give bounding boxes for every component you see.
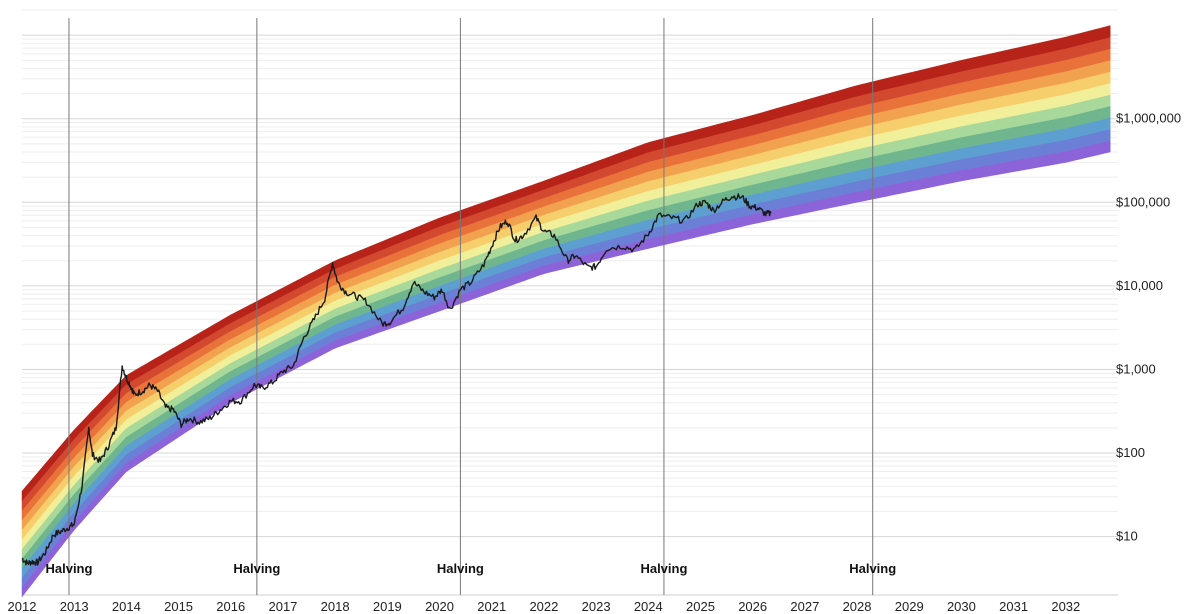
y-axis: $10 $100 $1,000 $10,000 $100,000 $1,000,000 xyxy=(1116,111,1181,544)
x-tick-label: 2012 xyxy=(8,599,37,614)
rainbow-bands xyxy=(21,25,1111,598)
y-tick-label: $1,000,000 xyxy=(1116,111,1181,126)
x-tick-label: 2021 xyxy=(477,599,506,614)
x-tick-label: 2017 xyxy=(268,599,297,614)
y-tick-label: $10,000 xyxy=(1116,278,1163,293)
x-tick-label: 2031 xyxy=(999,599,1028,614)
x-tick-label: 2023 xyxy=(582,599,611,614)
halving-label: Halving xyxy=(849,561,896,576)
halving-label: Halving xyxy=(233,561,280,576)
x-tick-label: 2018 xyxy=(321,599,350,614)
x-tick-label: 2020 xyxy=(425,599,454,614)
x-tick-label: 2016 xyxy=(216,599,245,614)
price-series xyxy=(21,193,772,566)
x-axis: 2012 2013 2014 2015 2016 2017 2018 2019 2020 2021… xyxy=(8,599,1081,614)
x-tick-label: 2025 xyxy=(686,599,715,614)
y-tick-label: $10 xyxy=(1116,529,1138,544)
y-tick-label: $1,000 xyxy=(1116,361,1156,376)
x-tick-label: 2029 xyxy=(895,599,924,614)
x-tick-label: 2027 xyxy=(790,599,819,614)
halving-label: Halving xyxy=(437,561,484,576)
x-tick-label: 2019 xyxy=(373,599,402,614)
x-tick-label: 2026 xyxy=(738,599,767,614)
x-tick-label: 2014 xyxy=(112,599,141,614)
rainbow-band-11 xyxy=(21,25,1111,502)
halving-label: Halving xyxy=(640,561,687,576)
halving-labels: Halving Halving Halving Halving Halving xyxy=(45,561,896,576)
x-tick-label: 2013 xyxy=(60,599,89,614)
y-tick-label: $100 xyxy=(1116,445,1145,460)
x-tick-label: 2032 xyxy=(1051,599,1080,614)
price-line xyxy=(21,193,772,566)
y-tick-label: $100,000 xyxy=(1116,194,1170,209)
x-tick-label: 2028 xyxy=(843,599,872,614)
x-tick-label: 2022 xyxy=(529,599,558,614)
x-tick-label: 2030 xyxy=(947,599,976,614)
halving-label: Halving xyxy=(45,561,92,576)
x-tick-label: 2015 xyxy=(164,599,193,614)
halving-lines xyxy=(68,18,874,595)
x-tick-label: 2024 xyxy=(634,599,663,614)
